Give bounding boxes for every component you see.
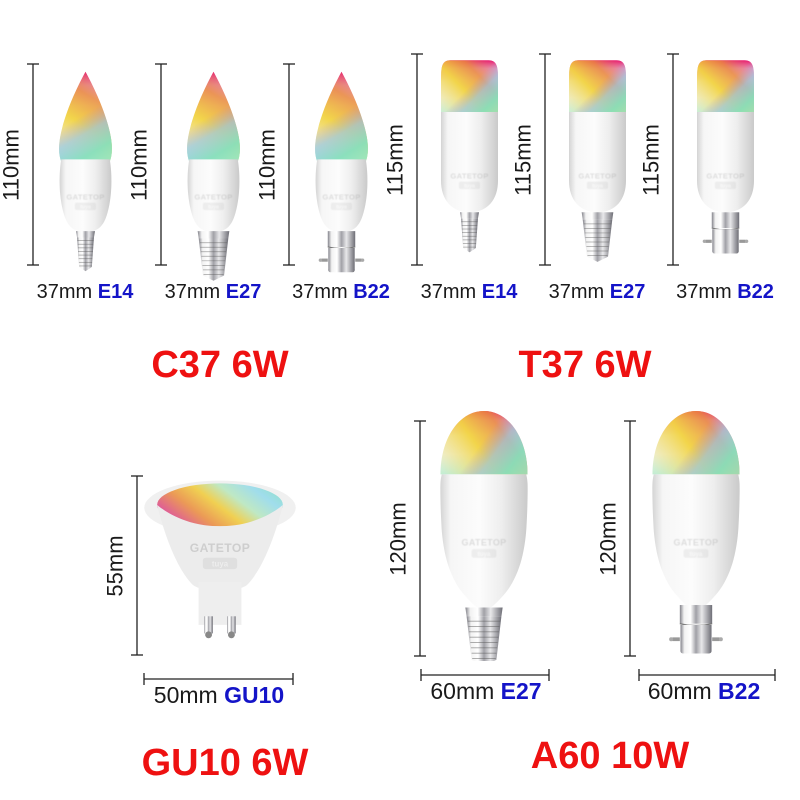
svg-text:GATETOP: GATETOP <box>674 537 719 547</box>
svg-text:GATETOP: GATETOP <box>194 192 232 201</box>
svg-text:tuya: tuya <box>478 551 491 558</box>
svg-text:GATETOP: GATETOP <box>578 172 616 181</box>
svg-text:tuya: tuya <box>690 551 703 558</box>
svg-text:tuya: tuya <box>336 204 347 210</box>
svg-text:tuya: tuya <box>720 183 731 189</box>
svg-text:tuya: tuya <box>212 559 229 568</box>
svg-text:GATETOP: GATETOP <box>322 192 360 201</box>
svg-text:tuya: tuya <box>80 204 91 210</box>
svg-text:tuya: tuya <box>592 183 603 189</box>
svg-text:GATETOP: GATETOP <box>450 172 488 181</box>
svg-text:GATETOP: GATETOP <box>706 172 744 181</box>
svg-text:GATETOP: GATETOP <box>462 537 507 547</box>
svg-text:GATETOP: GATETOP <box>66 192 104 201</box>
svg-text:tuya: tuya <box>208 204 219 210</box>
svg-text:GATETOP: GATETOP <box>190 541 251 555</box>
svg-text:tuya: tuya <box>464 183 475 189</box>
